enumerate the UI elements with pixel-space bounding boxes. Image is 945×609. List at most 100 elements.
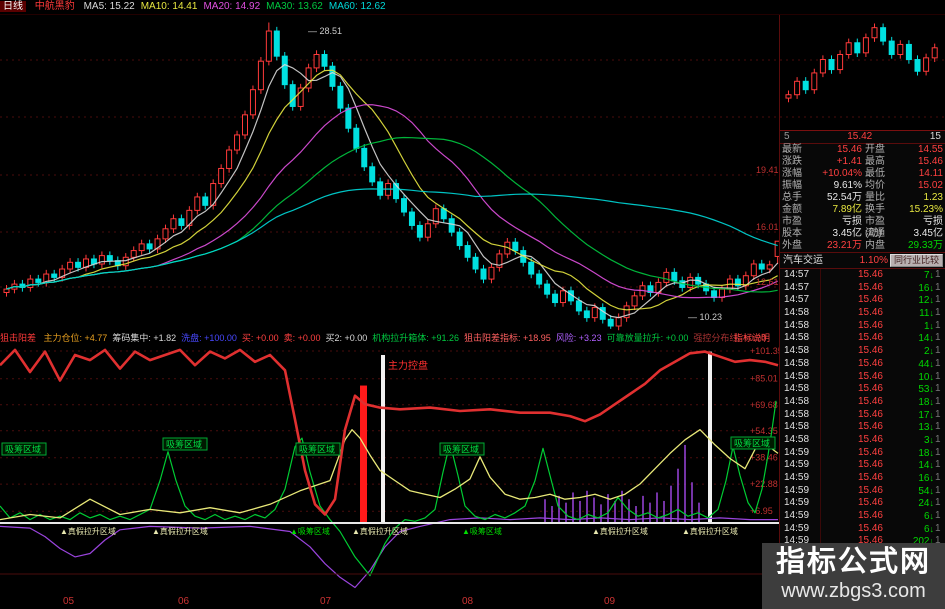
tick-volume: 53↓ [918, 384, 934, 396]
down-arrow-icon: ↓ [929, 396, 935, 407]
watermark-title: 指标公式网 [775, 546, 931, 578]
candlestick [313, 53, 320, 69]
quote-row: 股本 3.45亿 流通 3.45亿 [780, 228, 945, 240]
tick-count: 1 [935, 535, 941, 547]
down-arrow-icon: ↓ [929, 333, 935, 344]
candlestick [345, 107, 352, 129]
ask-level: 5 [784, 131, 790, 142]
quote-value: 7.89亿 [832, 204, 862, 215]
sector-compare-button[interactable]: 同行业比较 [889, 254, 943, 267]
tick-row: 14:59 15.46 6↓ 1 [780, 510, 945, 523]
candlestick [488, 266, 495, 280]
ask-queue-partial-row: 5 15.42 15 [780, 131, 945, 144]
quote-value: 3.45亿 [913, 228, 943, 239]
tick-volume: 3↓ [923, 434, 934, 446]
signal-label: ▲真假拉升区域 [152, 526, 208, 536]
candlestick [408, 211, 415, 226]
tick-time: 14:58 [780, 345, 821, 358]
tick-time: 14:59 [780, 446, 821, 460]
down-arrow-icon: ↓ [929, 498, 935, 509]
ma-line [6, 136, 778, 293]
candlestick [766, 264, 773, 270]
quote-value: +10.04% [822, 168, 862, 179]
quote-label: 内盘 [865, 240, 885, 251]
tick-count: 1 [935, 319, 941, 331]
quote-value: 9.61% [833, 180, 862, 191]
quote-value: 3.45亿 [832, 228, 862, 239]
tick-volume: 13↓ [918, 422, 934, 434]
tick-count: 1 [935, 421, 941, 433]
quote-value: 52.54万 [826, 192, 862, 203]
indicator-help-link[interactable]: 指标说明 [733, 333, 770, 343]
indicator-value: 可靠放量拉升: +0.00 [606, 333, 689, 343]
panel-divider [779, 0, 780, 609]
candlestick [234, 134, 241, 151]
quote-value: 15.02 [917, 180, 943, 191]
tick-price: 15.46 [857, 472, 883, 483]
candlestick [448, 218, 455, 233]
candlestick [393, 183, 400, 200]
period-tab[interactable]: 日线 [0, 1, 26, 12]
quote-label: 金额 [782, 204, 802, 215]
candlestick [265, 30, 272, 62]
candlestick-chart[interactable]: 19.41 16.01 12.61 — 28.51 — 10.23 [0, 0, 945, 332]
down-arrow-icon: ↓ [929, 282, 935, 293]
quote-label: 开盘 [865, 144, 885, 155]
price-label: 16.01 [756, 222, 779, 232]
signal-label: ▲吸筹区域 [290, 526, 330, 536]
tick-count: 1 [935, 345, 941, 357]
candlestick [51, 273, 58, 278]
ma-line [6, 104, 778, 299]
candlestick [369, 166, 376, 183]
quote-value: 15.46 [917, 156, 943, 167]
candlestick [615, 317, 622, 327]
candlestick [353, 127, 360, 149]
ask-price: 15.42 [847, 131, 873, 142]
tick-time: 14:58 [780, 307, 821, 320]
quote-row: 最新 15.46 开盘 14.55 [780, 144, 945, 156]
signal-label: ▲真假拉升区域 [352, 526, 408, 536]
candlestick [663, 271, 670, 283]
indicator-panel[interactable]: +101.35 +85.01 +69.68 +54.35 +38.46 +22.88 +6.… [0, 346, 780, 609]
candlestick [647, 285, 654, 293]
candlestick [880, 27, 887, 42]
main-force-label: 主力控盘 [388, 359, 428, 372]
tick-volume: 1↓ [923, 320, 934, 332]
watermark: 指标公式网 www.zbgs3.com [762, 543, 945, 609]
tick-price: 15.46 [857, 510, 883, 522]
tick-row: 14:58 15.46 10↓ 1 [780, 370, 945, 384]
candlestick [794, 80, 801, 96]
ma-line [6, 63, 779, 319]
quote-value: 15.23% [909, 204, 943, 215]
stock-name: 中航黑豹 [34, 1, 75, 12]
quote-value: 亏损 [842, 216, 862, 227]
tick-price: 15.46 [857, 345, 883, 357]
tick-volume: 14↓ [918, 333, 935, 345]
zone-box-label: 吸筹区域 [166, 439, 202, 450]
date-label: 09 [604, 596, 616, 607]
tick-count: 1 [935, 497, 941, 509]
quote-label: 均价 [865, 180, 885, 191]
candlestick [631, 295, 638, 307]
sector-name: 汽车交运 [783, 255, 823, 266]
candlestick [897, 43, 904, 55]
candlestick [923, 57, 930, 72]
quote-label: 市盈 [782, 216, 802, 227]
quote-row: 金额 7.89亿 换手 15.23% [780, 204, 945, 216]
tick-row: 14:59 15.46 24↓ 1 [780, 497, 945, 511]
candlestick [512, 241, 519, 252]
indicator-name: 狙击阳差 [0, 333, 37, 343]
sector-row[interactable]: 汽车交运 1.10% 同行业比较 [780, 253, 945, 269]
tick-trade-table[interactable]: 14:57 15.46 7↓ 1 14:57 15.46 16↓ 1 14:57 15.46 12↓… [780, 269, 945, 549]
tick-volume: 18↓ [918, 396, 935, 408]
date-label: 07 [320, 596, 332, 607]
price-label: 19.41 [756, 165, 779, 175]
candlestick [888, 40, 895, 55]
tick-price: 15.46 [857, 421, 883, 433]
candlestick [544, 283, 551, 295]
tick-count: 1 [935, 395, 941, 407]
tick-row: 14:59 15.46 202↓ 1 [780, 535, 945, 549]
tick-volume: 6↓ [923, 523, 934, 535]
chart-header: 日线 中航黑豹 MA5: 15.22 MA10: 14.41 MA20: 14.92… [0, 0, 945, 15]
price-label: 12.61 [756, 277, 779, 287]
